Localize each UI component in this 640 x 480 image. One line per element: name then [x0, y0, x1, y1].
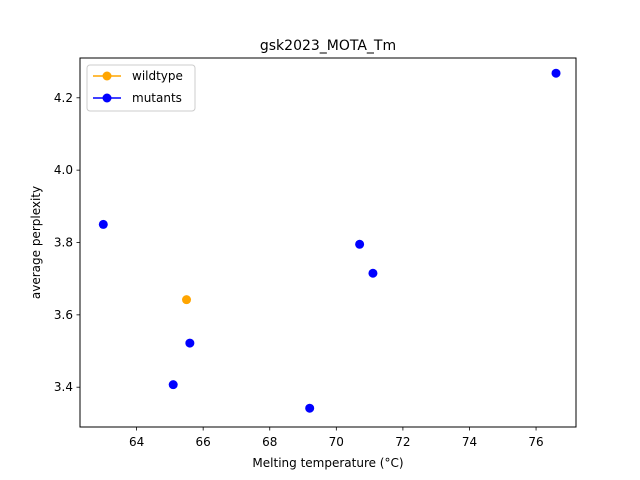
data-point-mutants [355, 239, 365, 249]
data-point-mutants [168, 380, 178, 390]
data-point-mutants [305, 403, 315, 413]
data-point-mutants [98, 219, 108, 229]
x-tick-label: 74 [462, 435, 477, 449]
y-tick-label: 4.2 [54, 91, 73, 105]
legend-label-wildtype: wildtype [132, 69, 183, 83]
legend-marker-mutants [102, 93, 112, 103]
x-axis-label: Melting temperature (°C) [252, 456, 403, 470]
legend: wildtype mutants [86, 64, 196, 112]
x-tick-label: 64 [129, 435, 144, 449]
x-tick-label: 70 [329, 435, 344, 449]
data-point-wildtype [182, 295, 192, 305]
x-tick-label: 72 [395, 435, 410, 449]
series-mutants [98, 68, 561, 413]
y-tick-label: 3.8 [54, 236, 73, 250]
y-tick-label: 3.4 [54, 380, 73, 394]
y-tick-label: 4.0 [54, 163, 73, 177]
legend-marker-wildtype [102, 71, 112, 81]
data-points [98, 68, 561, 413]
data-point-mutants [551, 68, 561, 78]
series-wildtype [182, 295, 192, 305]
x-tick-label: 68 [262, 435, 277, 449]
x-tick-label: 66 [196, 435, 211, 449]
y-tick-label: 3.6 [54, 308, 73, 322]
legend-label-mutants: mutants [132, 91, 182, 105]
y-axis-label: average perplexity [29, 186, 43, 299]
chart-title: gsk2023_MOTA_Tm [260, 38, 396, 54]
x-tick-label: 76 [528, 435, 543, 449]
data-point-mutants [185, 338, 195, 348]
plot-area-frame [79, 57, 577, 428]
data-point-mutants [368, 268, 378, 278]
axis-ticks: 64 66 68 70 72 74 76 3.4 3.6 3.8 4.0 4.2 [54, 91, 544, 449]
